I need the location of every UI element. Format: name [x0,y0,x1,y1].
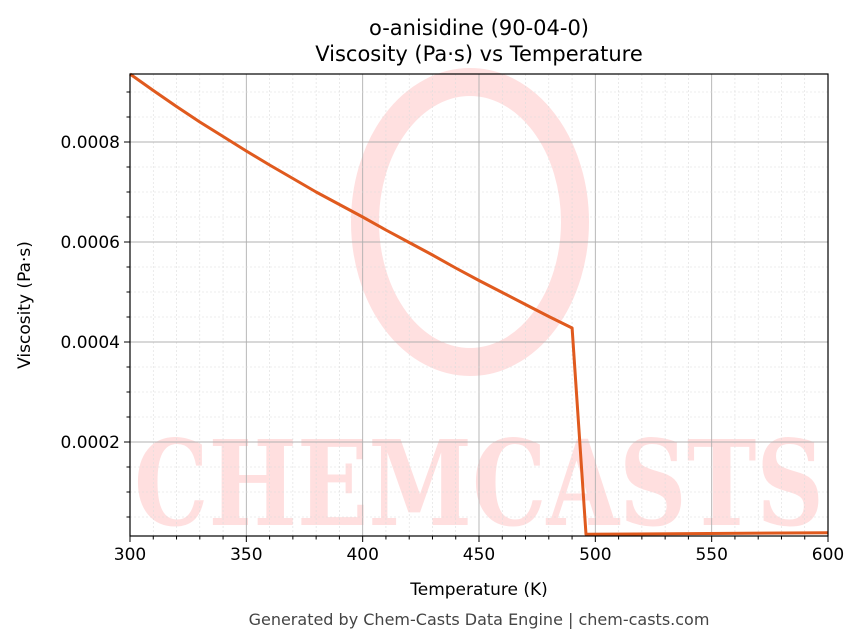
series-line [129,72,829,536]
plot-frame [129,73,829,537]
y-tick-label: 0.0006 [61,233,120,253]
watermark-logo-circle [351,68,589,376]
x-tick-label: 300 [114,545,146,565]
x-tick-label: 450 [463,545,495,565]
y-tick-label: 0.0002 [61,433,120,453]
x-tick-label: 400 [346,545,378,565]
y-tick-label: 0.0004 [61,333,120,353]
x-tick-label: 350 [230,545,262,565]
footer-credit: Generated by Chem-Casts Data Engine | ch… [249,610,710,629]
chart-subtitle: Viscosity (Pa·s) vs Temperature [315,42,643,66]
x-axis-label: Temperature (K) [409,580,548,600]
x-tick-label: 550 [695,545,727,565]
x-tick-label: 500 [579,545,611,565]
x-tick-label: 600 [812,545,844,565]
y-axis-label: Viscosity (Pa·s) [15,241,35,369]
chart-title: o-anisidine (90-04-0) [369,16,589,40]
y-tick-label: 0.0008 [61,133,120,153]
